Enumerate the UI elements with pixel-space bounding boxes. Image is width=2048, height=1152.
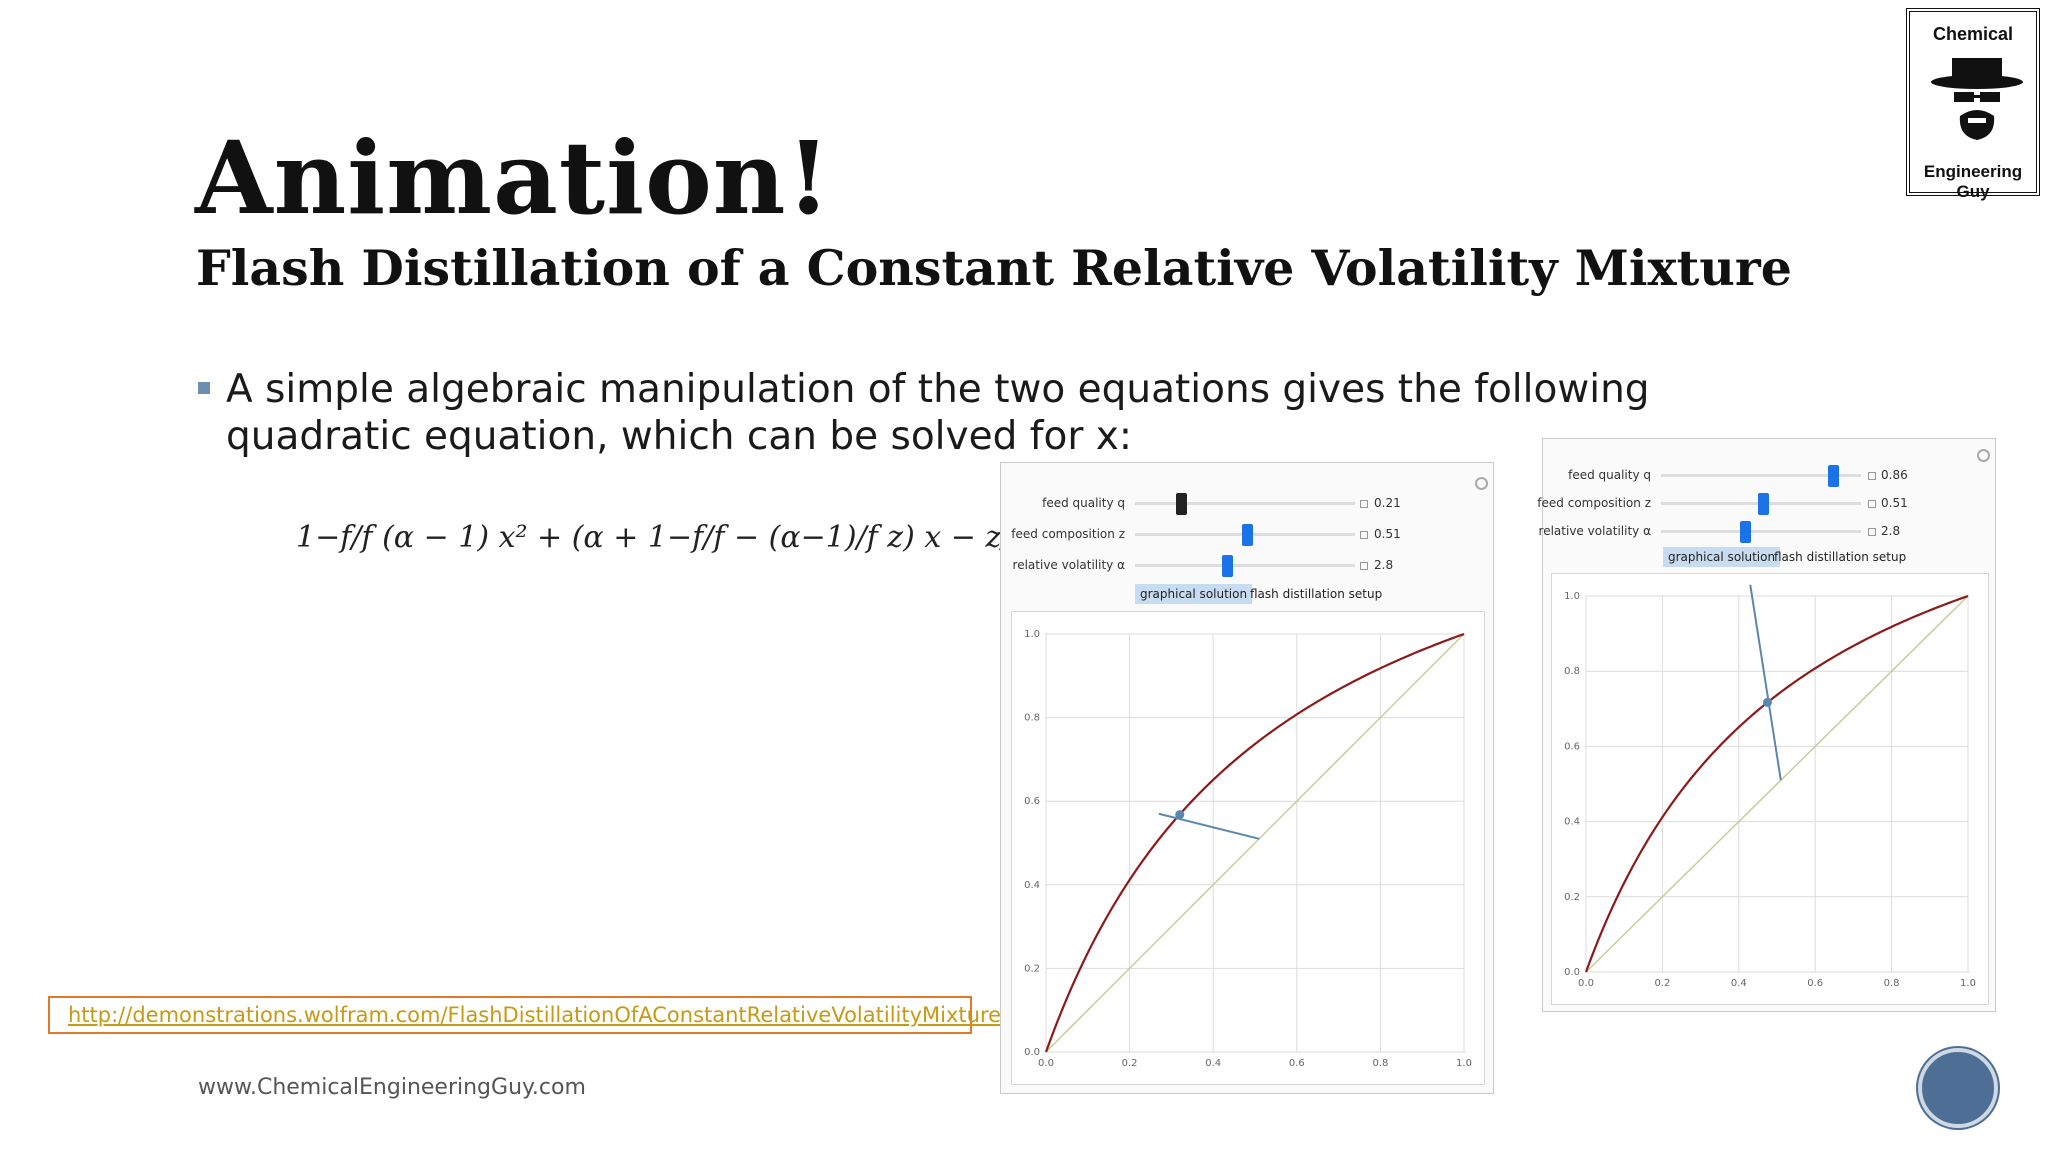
control-label: feed quality q (1042, 496, 1125, 510)
x-tick-label: 1.0 (1456, 1058, 1472, 1069)
diagonal-line (1585, 595, 1969, 973)
control-feed-quality: feed quality q 0.21 (1001, 493, 1495, 515)
y-tick-label: 0.2 (1564, 892, 1580, 903)
x-tick-label: 0.0 (1578, 978, 1594, 989)
control-value: 0.86 (1881, 468, 1908, 482)
tab-flash-distillation-setup[interactable]: flash distillation setup (1250, 587, 1383, 601)
slider-track[interactable] (1135, 564, 1355, 567)
operating-line (1749, 584, 1782, 781)
tab-graphical-solution[interactable]: graphical solution (1663, 547, 1781, 567)
slide-title: Animation! (195, 119, 832, 237)
demo-panel-2: feed quality q 0.86 feed composition z 0… (1537, 438, 1997, 1012)
control-label: feed composition z (1537, 496, 1651, 510)
control-value: 0.21 (1374, 496, 1401, 510)
slider-thumb[interactable] (1740, 521, 1751, 543)
control-value: 0.51 (1374, 527, 1401, 541)
hat-face-icon (1931, 58, 2023, 140)
control-value: 2.8 (1881, 524, 1901, 538)
slider-thumb[interactable] (1242, 524, 1254, 546)
slider-track[interactable] (1661, 530, 1861, 533)
plus-icon[interactable] (1360, 500, 1368, 508)
y-tick-label: 0.2 (1024, 963, 1040, 974)
diagonal-line (1045, 633, 1465, 1053)
tab-graphical-solution[interactable]: graphical solution (1135, 584, 1253, 604)
y-tick-label: 0.8 (1564, 666, 1580, 677)
control-relative-volatility: relative volatility α 2.8 (1001, 555, 1495, 577)
control-value: 0.51 (1881, 496, 1908, 510)
y-tick-label: 0.4 (1564, 817, 1580, 828)
plus-icon[interactable] (1360, 531, 1368, 539)
operating-line (1158, 812, 1260, 840)
logo-text-bottom: Engineering Guy (1923, 162, 2023, 201)
control-feed-composition: feed composition z 0.51 (1001, 524, 1495, 546)
x-tick-label: 0.4 (1731, 978, 1747, 989)
tab-flash-distillation-setup[interactable]: flash distillation setup (1774, 550, 1907, 564)
intersection-point (1762, 697, 1772, 707)
y-tick-label: 0.6 (1564, 741, 1580, 752)
control-relative-volatility: relative volatility α 2.8 (1539, 521, 1997, 543)
x-tick-label: 0.2 (1654, 978, 1670, 989)
logo-text-top: Chemical (1932, 24, 2014, 44)
control-label: relative volatility α (1012, 558, 1125, 572)
gear-icon[interactable] (1977, 449, 1990, 462)
gear-icon[interactable] (1475, 477, 1488, 490)
vle-chart-2: 0.0 0.2 0.4 0.6 0.8 1.0 0.0 0.2 0.4 0.6 0.8 1.0 (1564, 584, 1976, 989)
x-tick-label: 0.8 (1884, 978, 1900, 989)
vle-chart-1: 0.0 0.2 0.4 0.6 0.8 1.0 0.0 0.2 0.4 0.6 0.8 1.0 (1024, 629, 1472, 1069)
y-tick-label: 1.0 (1024, 629, 1040, 640)
control-value: 2.8 (1374, 558, 1394, 572)
plus-icon[interactable] (1868, 472, 1876, 480)
y-tick-label: 0.4 (1024, 880, 1040, 891)
plus-icon[interactable] (1360, 562, 1368, 570)
link-box: http://demonstrations.wolfram.com/FlashD… (48, 996, 1008, 1034)
bullet-square-icon (198, 382, 210, 394)
plus-icon[interactable] (1868, 528, 1876, 536)
equilibrium-curve (1044, 632, 1465, 1053)
footer-website: www.ChemicalEngineeringGuy.com (198, 1075, 586, 1100)
x-tick-label: 0.8 (1372, 1058, 1388, 1069)
wolfram-demo-link[interactable]: http://demonstrations.wolfram.com/FlashD… (68, 1003, 1009, 1027)
x-tick-label: 0.0 (1038, 1058, 1054, 1069)
slide-nav-button[interactable] (1918, 1048, 1998, 1128)
slider-track[interactable] (1661, 474, 1861, 477)
plot-frame: 0.0 0.2 0.4 0.6 0.8 1.0 0.0 0.2 0.4 0.6 0.8 1.0 (1011, 611, 1485, 1085)
equilibrium-curve (1584, 594, 1969, 973)
slider-track[interactable] (1135, 502, 1355, 505)
demo-panel-1: feed quality q 0.21 feed composition z 0… (1000, 462, 1494, 1094)
plus-icon[interactable] (1868, 500, 1876, 508)
bullet-text: A simple algebraic manipulation of the t… (226, 367, 1650, 459)
control-label: feed composition z (1011, 527, 1125, 541)
y-tick-label: 1.0 (1564, 591, 1580, 602)
control-label: relative volatility α (1538, 524, 1651, 538)
intersection-point (1175, 810, 1185, 820)
x-tick-label: 0.6 (1807, 978, 1823, 989)
x-tick-label: 0.6 (1289, 1058, 1305, 1069)
y-tick-label: 0.8 (1024, 713, 1040, 724)
y-tick-label: 0.6 (1024, 796, 1040, 807)
slider-thumb[interactable] (1176, 493, 1188, 515)
control-feed-composition: feed composition z 0.51 (1537, 493, 1997, 515)
x-tick-label: 0.2 (1122, 1058, 1138, 1069)
brand-logo: Chemical Engineering Guy (1906, 8, 2040, 201)
x-tick-label: 0.4 (1205, 1058, 1221, 1069)
slider-thumb[interactable] (1222, 555, 1234, 577)
slide-subtitle: Flash Distillation of a Constant Relativ… (196, 239, 1792, 297)
control-feed-quality: feed quality q 0.86 (1543, 465, 1997, 487)
x-tick-label: 1.0 (1960, 978, 1976, 989)
y-tick-label: 0.0 (1564, 967, 1580, 978)
slider-thumb[interactable] (1758, 493, 1769, 515)
slider-thumb[interactable] (1828, 465, 1839, 487)
control-label: feed quality q (1568, 468, 1651, 482)
bullet-item: A simple algebraic manipulation of the t… (198, 366, 1838, 460)
plot-frame: 0.0 0.2 0.4 0.6 0.8 1.0 0.0 0.2 0.4 0.6 0.8 1.0 (1551, 573, 1989, 1005)
quadratic-formula: 1−f/f (α − 1) x² + (α + 1−f/f − (α−1)/f … (296, 520, 1096, 555)
y-tick-label: 0.0 (1024, 1047, 1040, 1058)
